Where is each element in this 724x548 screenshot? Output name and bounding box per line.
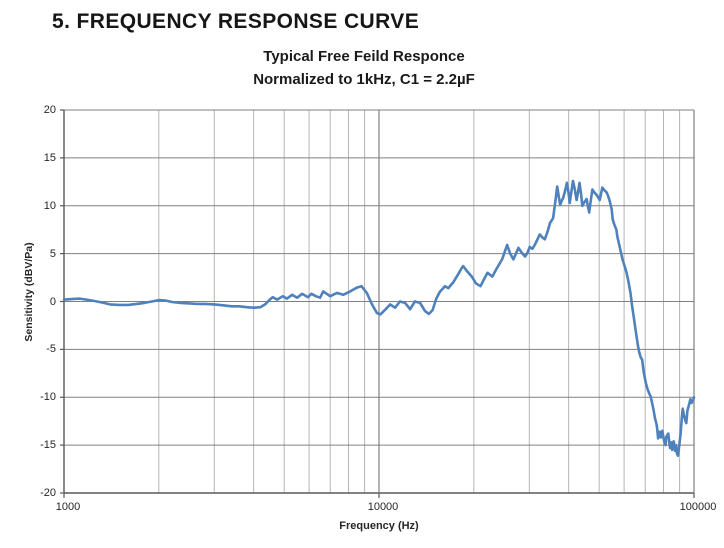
y-tick-label: -15 — [40, 439, 56, 452]
y-tick-label: 5 — [49, 247, 56, 260]
chart-title: Typical Free Feild Responce — [263, 48, 465, 65]
x-axis-title: Frequency (Hz) — [339, 520, 419, 532]
y-tick-label: 0 — [49, 295, 56, 308]
y-tick-label: 10 — [43, 199, 56, 212]
axis-tick-marks — [60, 109, 695, 498]
x-tick-label: 10000 — [367, 501, 399, 513]
y-tick-label: 15 — [43, 151, 56, 164]
response-curve-group — [62, 179, 696, 458]
y-axis-title: Sensitivity (dBV/Pa) — [23, 242, 35, 342]
y-tick-label: -10 — [40, 391, 56, 404]
x-tick-label: 1000 — [55, 501, 81, 513]
y-tick-label: -5 — [46, 343, 56, 356]
x-tick-label: 100000 — [679, 501, 717, 513]
chart-subtitle: Normalized to 1kHz, C1 = 2.2µF — [253, 71, 475, 88]
response-curve — [62, 179, 696, 458]
y-tick-label: -20 — [40, 487, 56, 499]
y-tick-label: 20 — [43, 104, 56, 116]
section-heading: 5. FREQUENCY RESPONSE CURVE — [52, 10, 420, 33]
